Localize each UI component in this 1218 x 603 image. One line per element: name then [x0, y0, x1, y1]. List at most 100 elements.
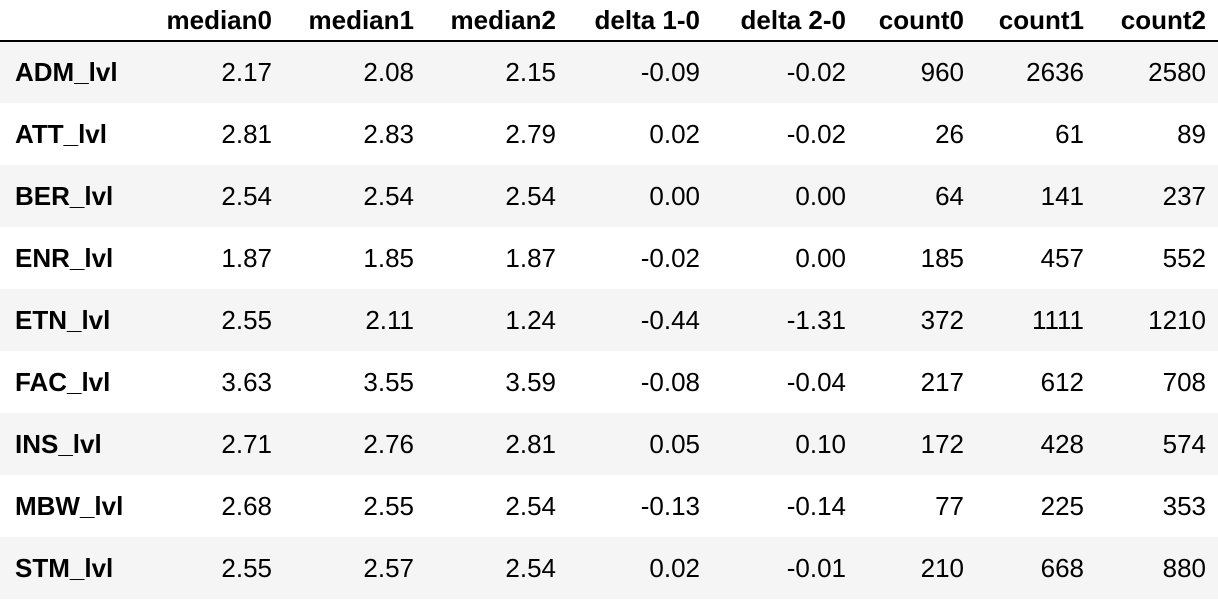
table-cell: 2636	[1026, 57, 1084, 87]
table-cell: 2.54	[221, 180, 272, 211]
table-cell: 0.00	[795, 180, 846, 211]
table-cell: 457	[1040, 242, 1084, 273]
table-cell: 2.17	[221, 57, 272, 87]
table-cell: 77	[935, 490, 964, 521]
table-cell: 552	[1162, 242, 1206, 273]
table-cell: -0.01	[786, 552, 846, 583]
column-header-count1: count1	[976, 0, 1096, 42]
table-cell: 89	[1177, 118, 1206, 149]
table-cell: -0.14	[786, 490, 846, 521]
row-label: STM_lvl	[15, 552, 114, 583]
table-cell: 237	[1162, 180, 1206, 211]
table-cell: -1.31	[786, 304, 846, 335]
table-cell: 2.81	[221, 118, 272, 149]
table-cell: 2.71	[221, 428, 272, 459]
table-cell: 141	[1040, 180, 1084, 211]
row-label: ADM_lvl	[15, 57, 118, 87]
table-cell: 2.55	[221, 552, 272, 583]
table-cell: 2.54	[505, 552, 556, 583]
table-cell: 960	[920, 57, 964, 87]
table-cell: 0.05	[649, 428, 700, 459]
table-row: FAC_lvl 3.63 3.55 3.59 -0.08 -0.04 217 6…	[0, 351, 1218, 413]
table-cell: 708	[1162, 366, 1206, 397]
table-cell: 2.08	[363, 57, 414, 87]
table-cell: 2.55	[363, 490, 414, 521]
row-label: FAC_lvl	[15, 366, 111, 397]
table-cell: 1.87	[505, 242, 556, 273]
table-cell: 185	[920, 242, 964, 273]
table-cell: 2.55	[221, 304, 272, 335]
table-cell: 61	[1055, 118, 1084, 149]
column-header-median2: median2	[426, 0, 568, 42]
table-row: ETN_lvl 2.55 2.11 1.24 -0.44 -1.31 372 1…	[0, 289, 1218, 351]
table-body: ADM_lvl 2.17 2.08 2.15 -0.09 -0.02 960 2…	[0, 41, 1218, 599]
table-cell: 2.54	[505, 490, 556, 521]
table-cell: 0.10	[795, 428, 846, 459]
table-row: MBW_lvl 2.68 2.55 2.54 -0.13 -0.14 77 22…	[0, 475, 1218, 537]
row-label: ETN_lvl	[15, 304, 111, 335]
table-cell: 3.55	[363, 366, 414, 397]
table-header: median0 median1 median2 delta 1-0 delta …	[0, 0, 1218, 42]
table-cell: 2.68	[221, 490, 272, 521]
table-cell: 26	[935, 118, 964, 149]
table-cell: 210	[920, 552, 964, 583]
table-cell: -0.02	[640, 242, 700, 273]
table-cell: 2.76	[363, 428, 414, 459]
table-cell: -0.02	[786, 57, 846, 87]
table-cell: 2.83	[363, 118, 414, 149]
table-cell: 1111	[1031, 304, 1084, 335]
table-cell: 217	[920, 366, 964, 397]
table-cell: 574	[1162, 428, 1206, 459]
table-cell: 172	[920, 428, 964, 459]
table-cell: 0.02	[649, 118, 700, 149]
table-cell: 3.63	[221, 366, 272, 397]
table-cell: -0.08	[640, 366, 700, 397]
table-cell: -0.44	[640, 304, 700, 335]
table-cell: 1210	[1148, 304, 1206, 335]
table-row: ATT_lvl 2.81 2.83 2.79 0.02 -0.02 26 61 …	[0, 103, 1218, 165]
table-cell: 1.24	[505, 304, 556, 335]
table-cell: 0.00	[795, 242, 846, 273]
table-cell: 2.54	[505, 180, 556, 211]
column-header-delta-2-0: delta 2-0	[712, 0, 858, 42]
table-cell: 372	[920, 304, 964, 335]
row-label: BER_lvl	[15, 180, 114, 211]
table-row: ADM_lvl 2.17 2.08 2.15 -0.09 -0.02 960 2…	[0, 41, 1218, 103]
table-cell: 428	[1040, 428, 1084, 459]
column-header-delta-1-0: delta 1-0	[568, 0, 712, 42]
table-cell: 0.00	[649, 180, 700, 211]
table-cell: 2.15	[505, 57, 556, 87]
table-cell: -0.13	[640, 490, 700, 521]
column-header-count2: count2	[1096, 0, 1218, 42]
table-row: BER_lvl 2.54 2.54 2.54 0.00 0.00 64 141 …	[0, 165, 1218, 227]
row-label: ATT_lvl	[15, 118, 107, 149]
table-cell: 64	[935, 180, 964, 211]
row-label: MBW_lvl	[15, 490, 124, 521]
row-label: INS_lvl	[15, 428, 102, 459]
table-row: INS_lvl 2.71 2.76 2.81 0.05 0.10 172 428…	[0, 413, 1218, 475]
table-cell: -0.02	[786, 118, 846, 149]
table-cell: 3.59	[505, 366, 556, 397]
table-cell: -0.04	[786, 366, 846, 397]
table-cell: 1.85	[363, 242, 414, 273]
table-cell: 2.54	[363, 180, 414, 211]
index-header	[0, 0, 142, 42]
table-cell: 2.57	[363, 552, 414, 583]
table-cell: 2.81	[505, 428, 556, 459]
column-header-count0: count0	[858, 0, 976, 42]
table-cell: 612	[1040, 366, 1084, 397]
row-label: ENR_lvl	[15, 242, 114, 273]
table-cell: 880	[1162, 552, 1206, 583]
table-cell: 1.87	[221, 242, 272, 273]
table-row: ENR_lvl 1.87 1.85 1.87 -0.02 0.00 185 45…	[0, 227, 1218, 289]
column-header-median0: median0	[142, 0, 284, 42]
table-cell: 225	[1040, 490, 1084, 521]
table-cell: 668	[1040, 552, 1084, 583]
table-cell: 353	[1162, 490, 1206, 521]
table-cell: 2.79	[505, 118, 556, 149]
table-cell: -0.09	[640, 57, 700, 87]
table-cell: 0.02	[649, 552, 700, 583]
table-cell: 2580	[1148, 57, 1206, 87]
table-row: STM_lvl 2.55 2.57 2.54 0.02 -0.01 210 66…	[0, 537, 1218, 599]
